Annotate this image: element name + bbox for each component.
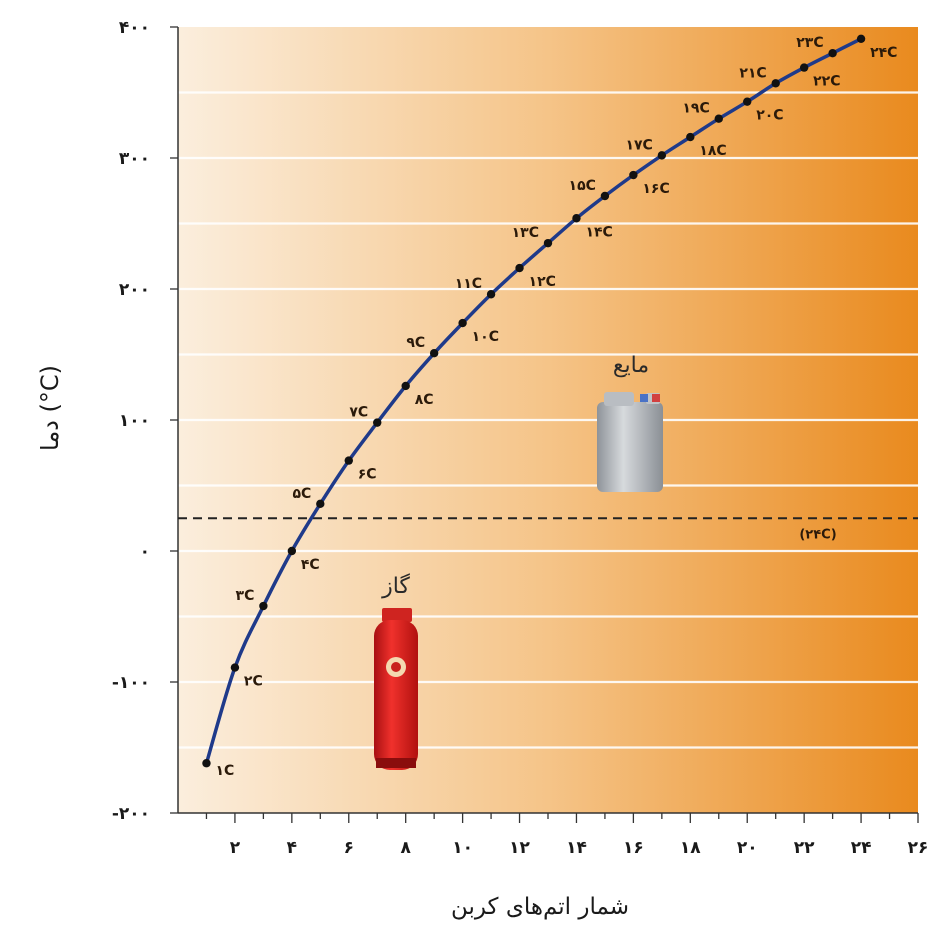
data-point bbox=[856, 34, 866, 43]
data-point-label: ۱۷C bbox=[625, 137, 652, 153]
x-tick-label: ۲۴ bbox=[851, 838, 872, 858]
data-point-label: ۱۰C bbox=[472, 329, 499, 345]
data-point bbox=[600, 191, 610, 201]
gas-region-label: گاز bbox=[381, 573, 410, 599]
x-tick-label: ۸ bbox=[400, 838, 411, 858]
data-point bbox=[429, 348, 439, 358]
data-point-label: ۸C bbox=[415, 392, 434, 408]
x-tick-label: ۲۲ bbox=[794, 838, 815, 858]
y-tick-label: -۲۰۰ bbox=[112, 804, 150, 824]
data-point-label: ۲۴C bbox=[870, 45, 897, 61]
data-point-label: ۵C bbox=[292, 486, 311, 502]
data-point bbox=[316, 499, 325, 509]
data-point bbox=[543, 238, 553, 248]
data-point-label: ۱C bbox=[215, 763, 234, 779]
data-point-label: ۱۳C bbox=[512, 225, 539, 241]
data-point-label: ۶C bbox=[358, 467, 377, 483]
data-point bbox=[259, 601, 268, 611]
x-axis: ۲ ۴ ۶ ۸ ۱۰ ۱۲ ۱۴ ۱۶ ۱۸ ۲۰ ۲۲ ۲۴ ۲۶ bbox=[178, 812, 929, 858]
y-tick-label: ۰ bbox=[140, 542, 150, 562]
data-point-label: ۲۳C bbox=[796, 35, 823, 51]
x-tick-label: ۲۶ bbox=[908, 838, 929, 858]
y-tick-label: ۴۰۰ bbox=[119, 18, 150, 38]
data-point bbox=[686, 132, 695, 142]
data-point bbox=[230, 663, 240, 672]
y-tick-label: ۲۰۰ bbox=[119, 280, 150, 300]
x-tick-label: ۱۲ bbox=[509, 838, 530, 858]
x-tick-label: ۶ bbox=[344, 838, 354, 858]
data-point-label: ۴C bbox=[301, 557, 320, 573]
y-tick-label: ۳۰۰ bbox=[119, 149, 150, 169]
gas-cylinder-icon bbox=[374, 608, 418, 770]
data-point bbox=[373, 418, 382, 427]
data-point-label: ۱۴C bbox=[585, 224, 612, 240]
data-point bbox=[771, 79, 780, 88]
data-point bbox=[458, 318, 467, 328]
data-point-label: ۲۰C bbox=[756, 108, 783, 124]
jerrycan-icon bbox=[597, 392, 663, 492]
x-tick-label: ۱۰ bbox=[452, 838, 473, 858]
reference-line: (۲۴C) bbox=[178, 517, 918, 542]
data-point bbox=[743, 97, 752, 106]
data-point-label: ۷C bbox=[349, 405, 368, 421]
data-point bbox=[657, 151, 667, 160]
data-point bbox=[202, 759, 211, 768]
data-point-label: ۱۲C bbox=[529, 274, 556, 290]
data-point bbox=[629, 170, 638, 180]
y-tick-label: ۱۰۰ bbox=[119, 411, 150, 431]
grid-lines bbox=[178, 91, 918, 749]
x-axis-label: شمار اتم‌های کربن bbox=[451, 894, 629, 920]
data-point-label: ۳C bbox=[236, 588, 255, 604]
data-point-label: ۱۱C bbox=[455, 276, 482, 292]
data-point bbox=[486, 290, 496, 299]
data-point-label: ۲۱C bbox=[739, 65, 766, 81]
data-point-label: ۹C bbox=[406, 335, 425, 351]
data-point-label: ۱۶C bbox=[642, 181, 669, 197]
data-point bbox=[828, 49, 837, 58]
data-point bbox=[287, 546, 297, 556]
data-point-label: ۱۹C bbox=[682, 101, 709, 117]
y-axis-label: دما (°C) bbox=[36, 365, 64, 451]
x-tick-label: ۱۶ bbox=[623, 838, 644, 858]
y-axis: -۲۰۰ -۱۰۰ ۰ ۱۰۰ ۲۰۰ ۳۰۰ ۴۰۰ bbox=[112, 18, 179, 824]
data-point bbox=[714, 114, 723, 123]
y-tick-label: -۱۰۰ bbox=[112, 673, 150, 693]
x-tick-label: ۲۰ bbox=[737, 838, 758, 858]
data-point-label: ۱۵C bbox=[569, 178, 596, 194]
data-point-label: ۲۲C bbox=[813, 74, 840, 90]
x-tick-label: ۲ bbox=[230, 838, 241, 858]
data-point bbox=[572, 214, 581, 223]
data-point bbox=[401, 381, 410, 391]
data-point bbox=[344, 456, 353, 465]
x-tick-label: ۱۴ bbox=[566, 838, 587, 858]
x-tick-label: ۱۸ bbox=[680, 838, 701, 858]
x-tick-label: ۴ bbox=[287, 838, 297, 858]
liquid-region-label: مایع bbox=[613, 353, 649, 378]
data-point bbox=[515, 263, 524, 273]
data-point bbox=[799, 63, 809, 72]
data-point-label: ۲C bbox=[244, 674, 263, 690]
data-points: ۱C ۲C ۳C ۴C ۵C ۶C ۷C ۸C ۹C ۱۰C ۱۱C ۱۲C ۱۳C ۱۴C ۱۵C ۱۶C ۱… bbox=[202, 34, 897, 779]
data-point-label: ۱۸C bbox=[699, 143, 726, 159]
reference-line-label: (۲۴C) bbox=[799, 527, 836, 542]
